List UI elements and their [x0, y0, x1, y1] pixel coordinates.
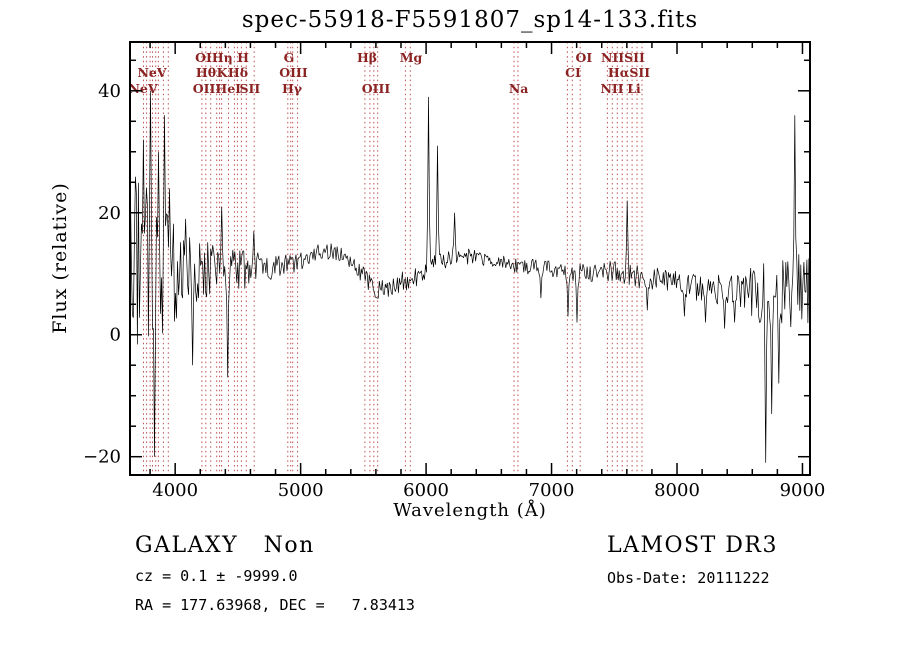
line-label: NeV	[137, 65, 166, 80]
line-label: Hθ	[196, 65, 216, 80]
line-label: SII	[240, 81, 261, 96]
x-tick-label: 7000	[529, 480, 575, 501]
y-tick-label: −20	[83, 447, 121, 468]
y-axis-label: Flux (relative)	[49, 182, 71, 334]
x-tick-label: 6000	[403, 480, 449, 501]
line-label: OIII	[362, 81, 391, 96]
axes-box	[129, 41, 811, 476]
y-tick-label: 0	[110, 325, 121, 346]
line-label: Na	[509, 81, 529, 96]
line-label: OIHη H	[195, 50, 249, 65]
y-tick-label: 20	[98, 203, 121, 224]
line-label: Mg	[400, 50, 423, 65]
x-axis-label: Wavelength (Å)	[393, 500, 547, 521]
line-label: G	[284, 50, 295, 65]
x-tick-label: 8000	[654, 480, 700, 501]
plot-title: spec-55918-F5591807_sp14-133.fits	[241, 7, 699, 33]
line-label: Hβ	[357, 50, 377, 65]
x-tick-label: 9000	[780, 480, 826, 501]
line-label: OIIHeI	[193, 81, 241, 96]
ra-dec-text: RA = 177.63968, DEC = 7.83413	[135, 596, 415, 614]
line-label: Li	[627, 81, 641, 96]
line-label: CI	[565, 65, 581, 80]
line-label: Hγ	[282, 81, 303, 96]
x-tick-label: 4000	[152, 480, 198, 501]
y-tick-label: 40	[98, 81, 121, 102]
line-label: Hδ	[228, 65, 248, 80]
line-label: OI	[576, 50, 593, 65]
line-label: NIISII	[601, 50, 645, 65]
object-class-text: GALAXY Non	[135, 533, 315, 558]
line-label: NII	[600, 81, 623, 96]
survey-release-text: LAMOST DR3	[607, 533, 778, 558]
cz-text: cz = 0.1 ± -9999.0	[135, 567, 298, 585]
obs-date-text: Obs-Date: 20111222	[607, 569, 770, 587]
line-label: OIII	[279, 65, 308, 80]
x-tick-label: 5000	[278, 480, 324, 501]
line-label: HαSII	[608, 65, 650, 80]
line-label: K	[217, 65, 229, 80]
line-label: NeV	[128, 81, 157, 96]
spectrum-trace	[130, 90, 810, 463]
